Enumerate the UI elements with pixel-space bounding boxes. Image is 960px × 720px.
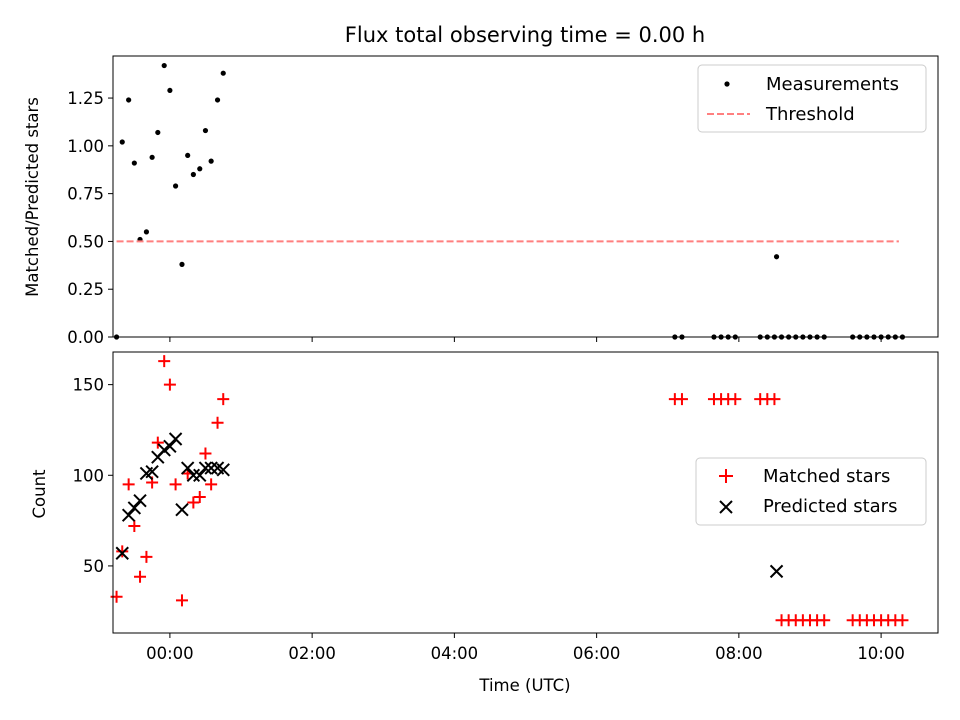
matched-stars-point (169, 478, 182, 491)
matched-stars-point (128, 520, 141, 533)
predicted-stars-point (145, 464, 159, 479)
xtick-label: 02:00 (288, 644, 336, 663)
predicted-stars-legend-marker (719, 500, 733, 514)
bottom-y-ticks: 50 100 150 (73, 376, 113, 576)
predicted-stars-point (198, 461, 213, 475)
threshold-legend-label: Threshold (765, 104, 855, 125)
matched-stars-point (205, 478, 218, 491)
matched-stars-point (193, 491, 206, 504)
xtick-label: 04:00 (431, 644, 479, 663)
xtick-label: 06:00 (573, 644, 621, 663)
measurements-point (202, 127, 209, 134)
matched-stars-point (211, 416, 224, 429)
measurements-point (143, 229, 150, 235)
measurements-point (155, 129, 161, 136)
matched-stars-point (729, 393, 742, 406)
bottom-y-axis-label: Count (30, 469, 49, 519)
bottom-ytick-label: 50 (83, 557, 104, 576)
predicted-stars-point (204, 461, 218, 475)
measurements-legend-label: Measurements (766, 74, 899, 95)
matched-stars-point (175, 594, 188, 607)
predicted-stars-point (127, 501, 142, 515)
measurements-point (179, 261, 185, 267)
matched-stars-point (122, 478, 135, 491)
predicted-stars-point (168, 432, 183, 446)
matched-stars-point (675, 393, 688, 406)
matched-stars-point (818, 614, 831, 627)
top-ytick-label: 1.00 (67, 137, 104, 156)
bottom-plot-frame (112, 351, 939, 634)
bottom-ytick-label: 100 (73, 466, 105, 485)
predicted-stars-point (133, 493, 147, 508)
measurements-point (190, 171, 196, 178)
matched-stars-legend-label: Matched stars (763, 466, 890, 487)
matched-stars-legend-marker (719, 469, 733, 483)
measurements-point (220, 70, 226, 76)
measurements-point (119, 139, 125, 145)
predicted-stars-point (121, 508, 136, 522)
top-y-ticks: 0.00 0.25 0.50 0.75 1.00 1.25 (67, 89, 113, 347)
matched-stars-point (140, 550, 153, 563)
top-legend: Measurements Threshold (697, 64, 927, 133)
bottom-data-marks (110, 355, 909, 627)
matched-stars-point (217, 393, 230, 406)
predicted-stars-point (180, 461, 195, 475)
measurements-point (167, 87, 173, 94)
measurements-point (773, 254, 780, 260)
measurements-point (172, 183, 179, 189)
xtick-label: 00:00 (146, 644, 194, 663)
top-ytick-label: 0.00 (67, 328, 104, 347)
top-ytick-label: 0.25 (67, 280, 104, 299)
top-x-ticks (169, 337, 882, 342)
matched-stars-point (199, 447, 212, 460)
xtick-label: 08:00 (715, 644, 763, 663)
top-chart: 0.00 0.25 0.50 0.75 1.00 1.25 Flux total obse… (23, 23, 939, 347)
bottom-legend-box (695, 457, 927, 526)
bottom-ytick-label: 150 (73, 376, 105, 395)
measurements-point (126, 97, 132, 103)
predicted-stars-point (115, 546, 129, 560)
chart-title: Flux total observing time = 0.00 h (345, 23, 705, 47)
top-data-marks (113, 62, 906, 340)
top-ytick-label: 0.50 (67, 232, 104, 251)
bottom-legend: Matched stars Predicted stars (695, 457, 927, 526)
top-ytick-label: 0.75 (67, 185, 104, 204)
measurements-point (208, 158, 214, 164)
measurements-point (149, 154, 155, 160)
xtick-label: 10:00 (857, 644, 905, 663)
matched-stars-point (134, 570, 147, 583)
matched-stars-point (896, 614, 909, 627)
matched-stars-point (163, 378, 176, 391)
x-axis-label: Time (UTC) (478, 676, 570, 695)
top-legend-box (697, 64, 927, 133)
predicted-stars-point (193, 468, 207, 482)
top-ytick-label: 1.25 (67, 89, 104, 108)
measurements-point (131, 160, 137, 166)
matched-stars-point (768, 393, 781, 406)
predicted-stars-point (216, 463, 230, 477)
measurements-point (161, 62, 167, 69)
matched-stars-point (158, 355, 171, 368)
predicted-stars-point (186, 468, 201, 482)
measurements-legend-marker (724, 81, 730, 87)
top-plot-frame (112, 55, 939, 338)
measurements-point (197, 166, 203, 172)
top-y-axis-label: Matched/Predicted stars (23, 97, 42, 297)
predicted-stars-point (175, 503, 189, 517)
predicted-stars-point (769, 564, 784, 579)
measurements-point (214, 97, 221, 103)
matched-stars-point (116, 545, 129, 558)
predicted-stars-point (163, 439, 177, 453)
matched-stars-point (187, 496, 200, 509)
predicted-stars-legend-label: Predicted stars (763, 496, 897, 517)
matched-stars-point (151, 436, 164, 449)
measurements-point (185, 152, 191, 159)
bottom-x-ticks: 00:00 02:00 04:00 06:00 08:00 10:00 (146, 633, 905, 663)
